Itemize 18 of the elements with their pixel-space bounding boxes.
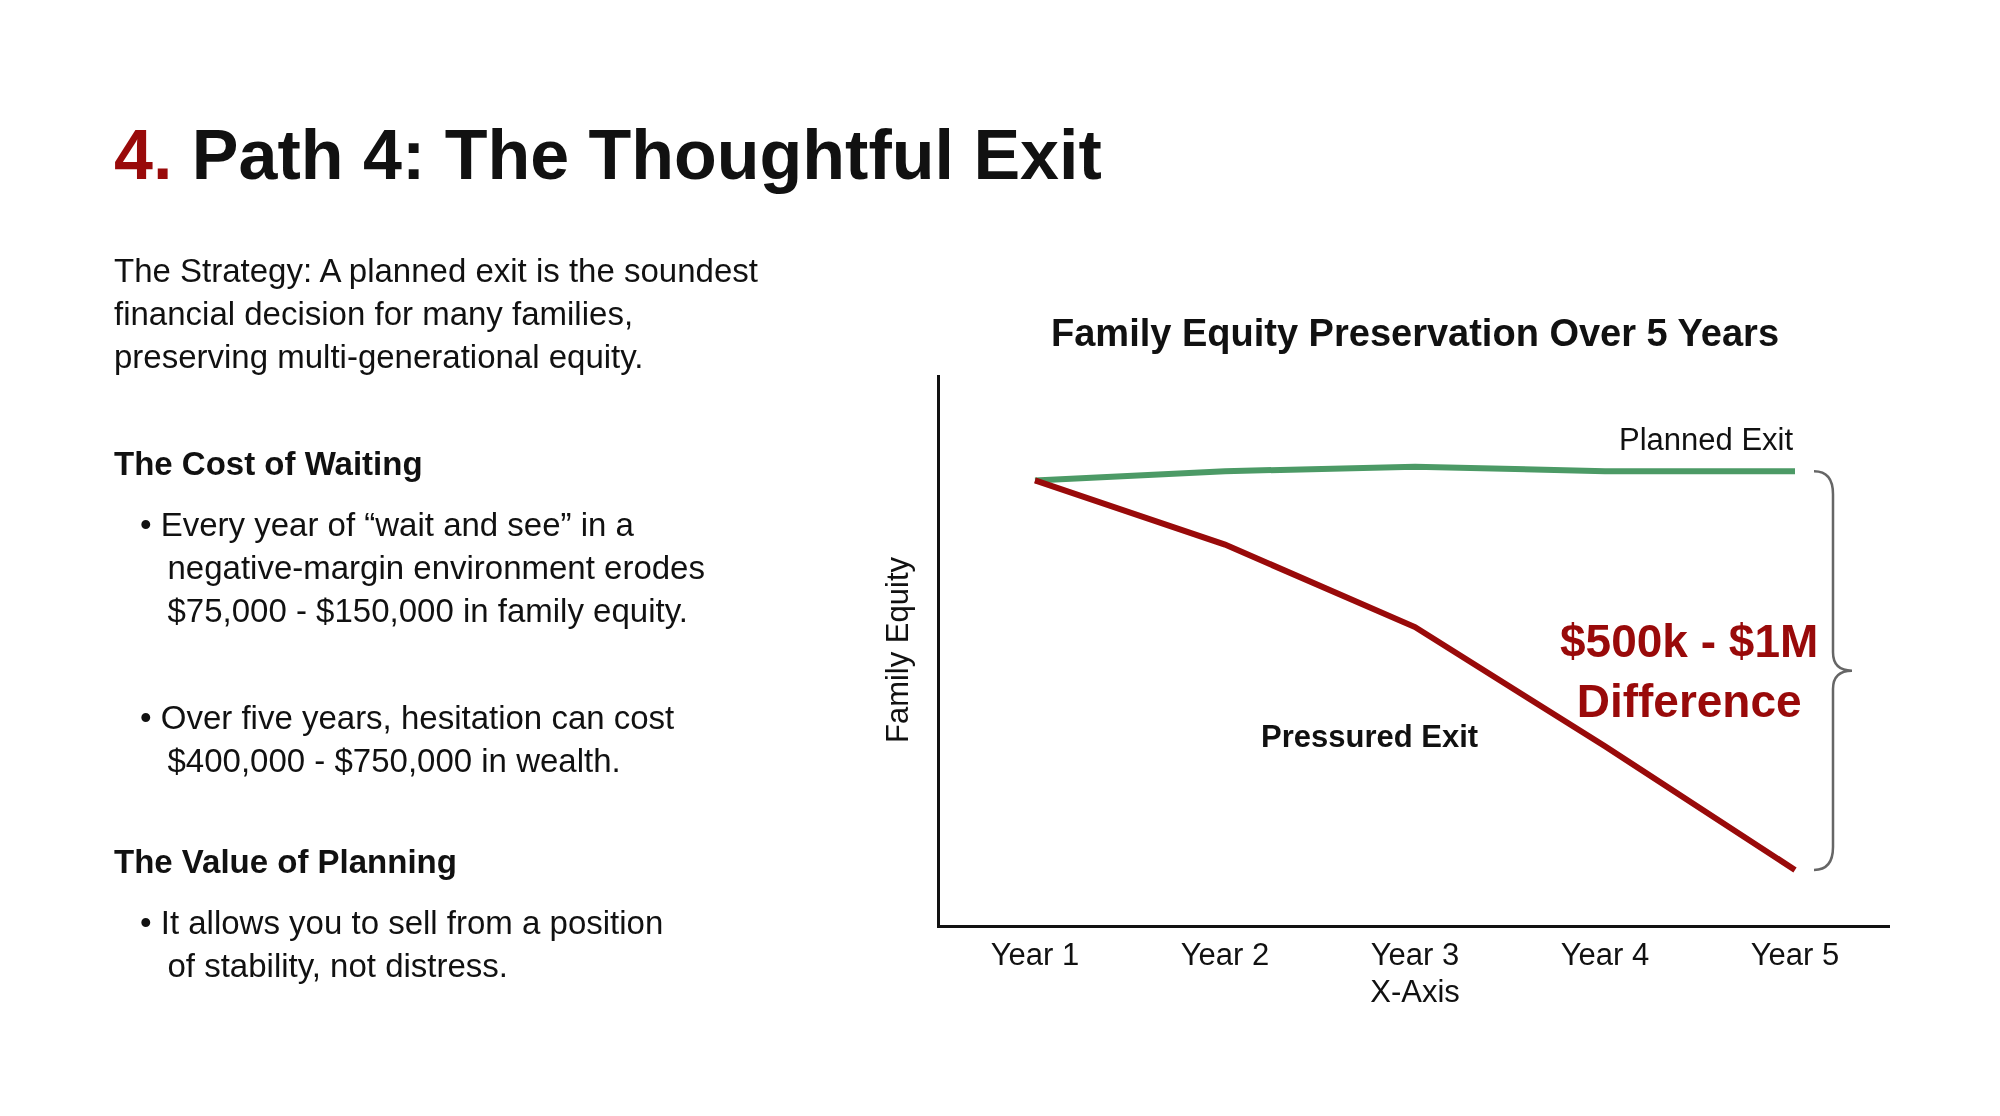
x-tick-label: Year 2 <box>1180 937 1270 973</box>
series-label: Planned Exit <box>1619 422 1794 457</box>
text: • Over five years, hesitation can cost $400,000 - $750,000 in wealth. <box>140 699 675 779</box>
x-tick-label: Year 4 <box>1560 937 1650 973</box>
x-axis-title: X-Axis <box>1370 974 1460 1010</box>
text: The Value of Planning <box>114 843 457 880</box>
x-tick-label: Year 1 <box>990 937 1080 973</box>
text: The Strategy: A planned exit is the soundest financial decision for many families, preserving multi-generational equity. <box>114 252 758 375</box>
series-label: Pressured Exit <box>1261 719 1479 754</box>
x-tick-label: Year 3 <box>1370 937 1460 973</box>
annotation: $500k - $1M Difference <box>1560 615 1819 727</box>
chart-subtitle: Family Equity Preservation Over 5 Years <box>1051 312 1780 354</box>
chart-title: 4. Path 4: The Thoughtful Exit <box>114 116 1102 194</box>
x-tick-label: Year 5 <box>1750 937 1840 973</box>
text: • It allows you to sell from a position of stability, not distress. <box>140 904 664 984</box>
y-axis-title: Family Equity <box>879 556 915 744</box>
text: • Every year of “wait and see” in a negative-margin environment erodes $75,000 - $150,000 in family equity. <box>140 506 705 629</box>
text: The Cost of Waiting <box>114 445 423 482</box>
